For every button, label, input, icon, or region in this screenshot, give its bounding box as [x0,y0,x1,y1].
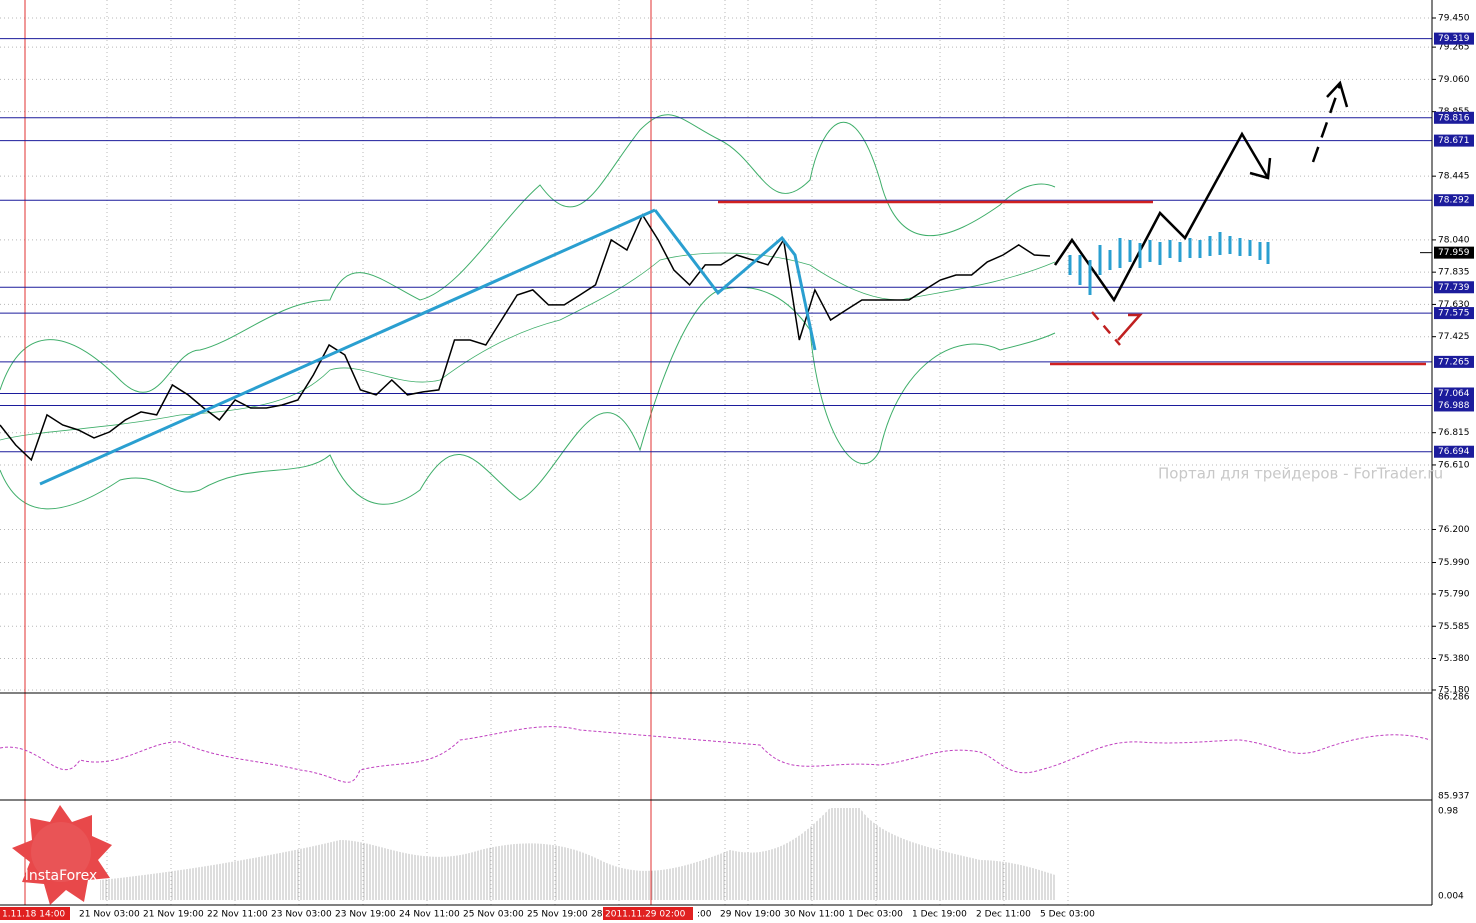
x-label-box [0,907,70,920]
y-tick-label: 77.835 [1438,268,1470,278]
level-label-box [1434,307,1474,320]
level-label-box [1434,134,1474,147]
current-price-label: 77.959 [1438,248,1470,258]
x-label-box [603,907,693,920]
x-tick-label: 23 Nov 19:00 [335,910,396,920]
x-tick-label: 24 Nov 11:00 [399,910,460,920]
level-label: 78.292 [1438,196,1470,206]
x-tick-label: 2 Dec 11:00 [976,910,1031,920]
level-label: 76.694 [1438,447,1470,457]
x-tick-label: :00 [697,910,712,920]
y-tick-label: 75.990 [1438,558,1470,568]
logo: InstaForex [12,805,112,905]
level-label-box [1434,399,1474,412]
x-tick-label: 1.11.18 14:00 [2,910,65,920]
level-label: 77.575 [1438,309,1470,319]
y-tick-label: 79.450 [1438,14,1470,24]
x-tick-label: 25 Nov 19:00 [527,910,588,920]
x-tick-label: 21 Nov 03:00 [79,910,140,920]
logo-text: InstaForex [25,868,98,884]
x-tick-label: 1 Dec 03:00 [848,910,903,920]
x-tick-label: 5 Dec 03:00 [1040,910,1095,920]
level-label-box [1434,445,1474,458]
indicator-line [0,726,1431,783]
level-label: 77.064 [1438,389,1470,399]
price [0,213,1051,462]
panel2-tick-label: 85.937 [1438,792,1470,802]
bollinger [0,114,1056,510]
y-tick-label: 77.630 [1438,300,1470,310]
x-tick-label: 28 [591,910,603,920]
level-label-box [1434,111,1474,124]
y-tick-label: 78.445 [1438,172,1470,182]
level-label: 77.265 [1438,357,1470,367]
x-tick-label: 25 Nov 03:00 [463,910,524,920]
panel3-tick-label: 0.004 [1438,892,1464,902]
indicator-histogram [100,808,1055,900]
annotations [39,80,1426,486]
level-label-box [1434,387,1474,400]
y-tick-label: 75.585 [1438,622,1470,632]
y-tick-label: 79.265 [1438,43,1470,53]
level-label-box [1434,194,1474,207]
grid [0,0,1432,905]
level-label: 76.988 [1438,401,1470,411]
x-tick-label: 2011.11.29 02:00 [605,910,686,920]
current-price-box [1434,246,1474,259]
y-tick-label: 75.790 [1438,590,1470,600]
watermark: Портал для трейдеров - ForTrader.ru [1158,465,1443,483]
y-tick-label: 79.060 [1438,75,1470,85]
y-tick-label: 77.425 [1438,332,1470,342]
x-tick-label: 21 Nov 19:00 [143,910,204,920]
panel2-tick-label: 86.286 [1438,693,1470,703]
level-label: 78.816 [1438,113,1470,123]
x-tick-label: 22 Nov 11:00 [207,910,268,920]
level-label-box [1434,355,1474,368]
y-tick-label: 75.180 [1438,686,1470,696]
x-tick-label: 23 Nov 03:00 [271,910,332,920]
level-label: 78.671 [1438,136,1470,146]
y-tick-label: 78.040 [1438,235,1470,245]
level-label-box [1434,32,1474,45]
level-label-box [1434,281,1474,294]
x-tick-label: 29 Nov 19:00 [720,910,781,920]
x-tick-label: 30 Nov 11:00 [784,910,845,920]
level-label: 79.319 [1438,34,1470,44]
y-tick-label: 76.815 [1438,428,1470,438]
panel3-tick-label: 0.98 [1438,807,1458,817]
level-label: 77.739 [1438,283,1470,293]
y-tick-label: 76.200 [1438,525,1470,535]
levels [0,38,1432,453]
price-line [0,213,1051,462]
y-tick-label: 75.380 [1438,654,1470,664]
x-tick-label: 1 Dec 19:00 [912,910,967,920]
y-tick-label: 76.610 [1438,460,1470,470]
